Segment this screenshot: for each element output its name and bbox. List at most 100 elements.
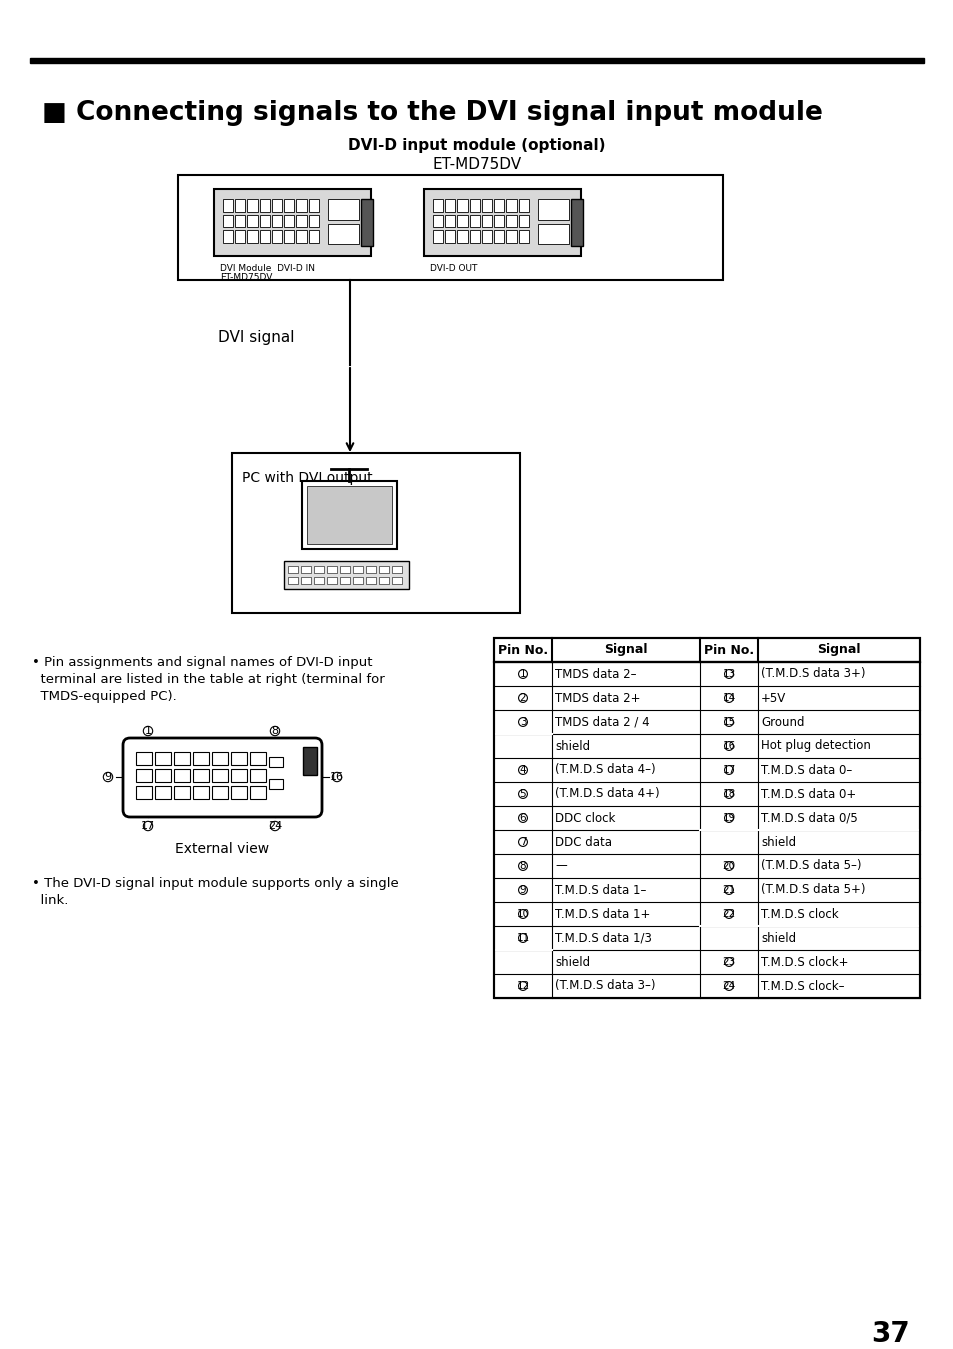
Text: ■ Connecting signals to the DVI signal input module: ■ Connecting signals to the DVI signal i… [42,100,822,125]
Bar [457,200,467,212]
Bar [259,231,270,243]
Text: DVI signal: DVI signal [218,331,294,345]
Text: shield: shield [760,932,796,944]
Text: 23: 23 [721,956,735,967]
Text: 10: 10 [516,909,529,919]
Bar [327,577,336,584]
Text: 1: 1 [519,669,526,679]
Circle shape [724,742,733,750]
Text: shield: shield [555,955,590,969]
Bar [506,231,517,243]
Circle shape [724,909,733,919]
Bar [392,577,401,584]
Bar [250,769,266,782]
Text: 19: 19 [721,813,735,823]
Bar [506,214,517,228]
Bar [284,214,294,228]
Bar [259,200,270,212]
Text: T.M.D.S data 0+: T.M.D.S data 0+ [760,788,856,800]
Bar [433,214,443,228]
Circle shape [518,838,527,846]
Text: (T.M.D.S data 4–): (T.M.D.S data 4–) [555,764,655,777]
Bar [284,200,294,212]
Bar [518,231,529,243]
Bar [339,577,350,584]
Bar [494,638,919,662]
Bar [307,486,392,544]
Bar [494,200,504,212]
Text: (T.M.D.S data 3+): (T.M.D.S data 3+) [760,668,864,680]
Bar [231,751,247,765]
Text: link.: link. [32,894,69,907]
Bar [269,778,283,789]
Bar [378,577,389,584]
Bar [494,662,919,998]
Circle shape [724,669,733,679]
Bar [250,751,266,765]
Bar [457,214,467,228]
Bar [178,175,722,281]
Text: 4: 4 [519,765,526,774]
Bar [433,231,443,243]
Circle shape [518,885,527,894]
Text: 16: 16 [721,741,735,751]
Circle shape [270,822,279,831]
Bar [30,58,923,63]
Bar [518,214,529,228]
Bar [212,769,228,782]
Text: TMDS data 2+: TMDS data 2+ [555,692,639,704]
Circle shape [518,718,527,726]
Text: 24: 24 [721,981,735,992]
Bar [537,224,568,244]
Bar [366,577,375,584]
Bar [296,200,307,212]
Bar [154,786,171,799]
Bar [247,214,257,228]
Circle shape [518,789,527,799]
Text: Pin No.: Pin No. [703,643,753,657]
Bar [231,786,247,799]
Bar [314,577,324,584]
Text: DDC clock: DDC clock [555,812,615,824]
Bar [223,231,233,243]
Text: Ground: Ground [760,715,803,728]
Circle shape [518,909,527,919]
Circle shape [518,693,527,703]
Text: TMDS data 2 / 4: TMDS data 2 / 4 [555,715,649,728]
Bar [506,200,517,212]
Circle shape [332,773,341,781]
Text: DVI-D input module (optional): DVI-D input module (optional) [348,138,605,152]
Text: —: — [555,859,566,873]
Text: ET-MD75DV: ET-MD75DV [432,156,521,173]
Bar [433,200,443,212]
Circle shape [143,822,152,831]
Bar [247,231,257,243]
Bar [223,200,233,212]
Bar [445,214,455,228]
Text: Pin No.: Pin No. [497,643,547,657]
Bar [339,567,350,573]
Text: 2: 2 [519,693,526,703]
Text: DDC data: DDC data [555,835,612,849]
Circle shape [724,862,733,870]
Bar [272,231,282,243]
Bar [327,567,336,573]
Text: 6: 6 [519,813,526,823]
Text: (T.M.D.S data 5–): (T.M.D.S data 5–) [760,859,861,873]
Text: TMDS-equipped PC).: TMDS-equipped PC). [32,689,176,703]
Text: Signal: Signal [603,643,647,657]
Circle shape [724,766,733,774]
Bar [518,200,529,212]
Text: T.M.D.S clock+: T.M.D.S clock+ [760,955,847,969]
Text: (T.M.D.S data 4+): (T.M.D.S data 4+) [555,788,659,800]
Circle shape [518,813,527,823]
Text: terminal are listed in the table at right (terminal for: terminal are listed in the table at righ… [32,673,384,687]
Bar [154,751,171,765]
Bar [223,214,233,228]
FancyBboxPatch shape [123,738,322,817]
Bar [173,751,190,765]
Text: 12: 12 [516,981,529,992]
Text: 21: 21 [721,885,735,894]
Text: +5V: +5V [760,692,785,704]
Text: 11: 11 [516,934,529,943]
